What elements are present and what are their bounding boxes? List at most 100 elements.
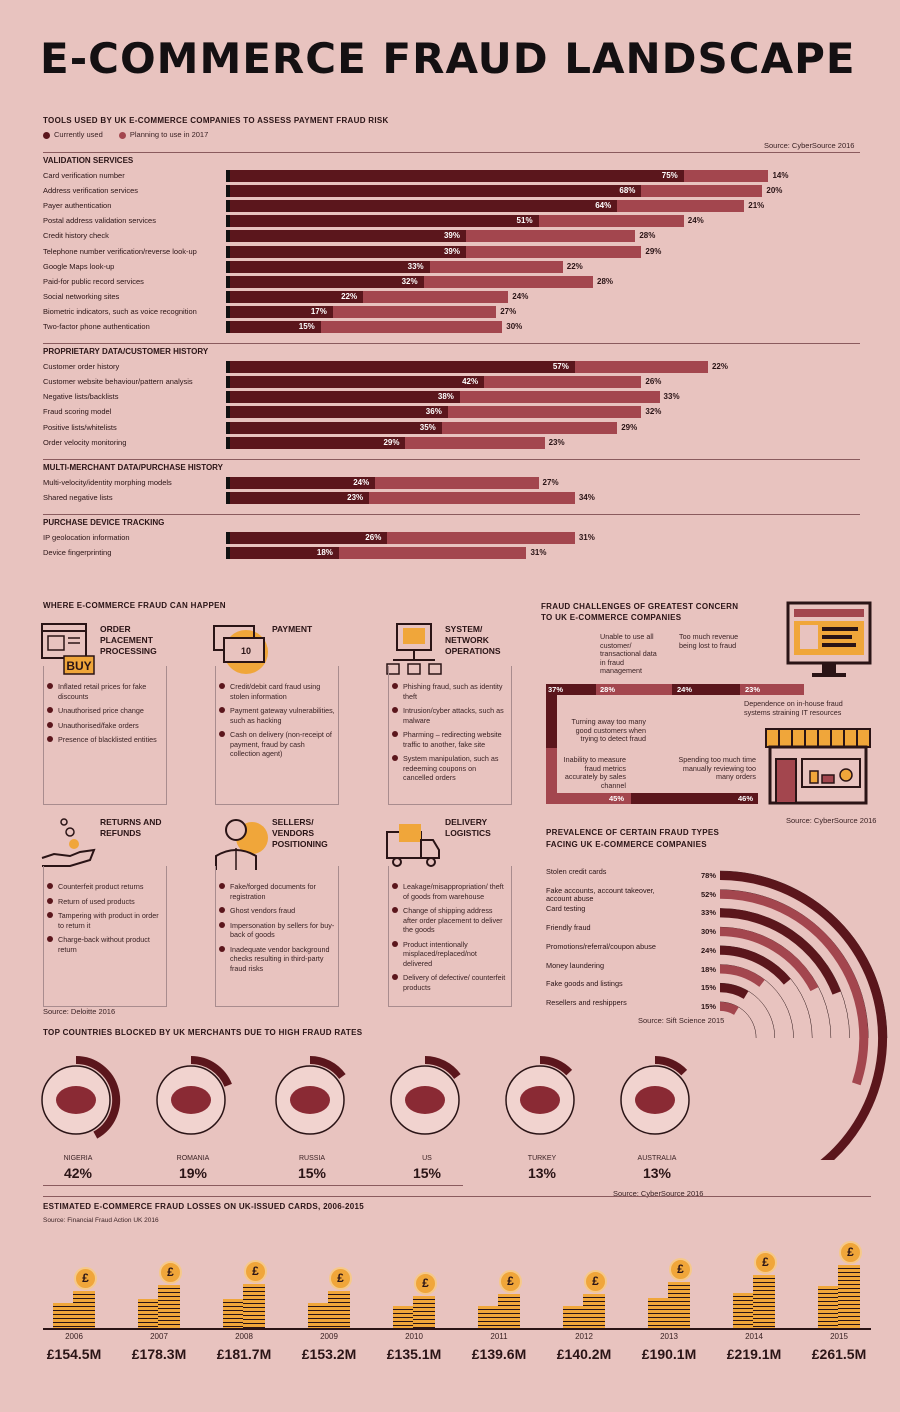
bar-planning bbox=[429, 260, 563, 273]
panel-list-item: Charge-back without product return bbox=[45, 935, 163, 954]
bullet-dot bbox=[392, 683, 398, 689]
country-share-arc bbox=[190, 1056, 232, 1087]
panel-item-text: Tampering with product in order to retur… bbox=[58, 911, 159, 930]
country-globe-turkey bbox=[505, 1055, 575, 1135]
panel-item-text: Change of shipping address after order p… bbox=[403, 906, 503, 934]
panel-item-text: Unauthorised/fake orders bbox=[58, 720, 139, 730]
panel-item-text: Payment gateway vulnerabilities, such as… bbox=[230, 706, 335, 725]
bar-planning-value: 23% bbox=[548, 437, 565, 447]
bar-current bbox=[230, 170, 684, 182]
bar-stub bbox=[226, 406, 230, 419]
pound-coin-icon: £ bbox=[244, 1260, 267, 1283]
bar-planning bbox=[465, 245, 642, 258]
prevalence-label: Friendly fraud bbox=[546, 923, 591, 933]
coin-stack-front bbox=[583, 1294, 605, 1328]
challenge-text: Dependence on in-house fraud systems str… bbox=[744, 699, 843, 717]
prevalence-source: Source: Sift Science 2015 bbox=[638, 1016, 725, 1025]
bar-planning bbox=[641, 185, 763, 198]
bullet-dot bbox=[219, 731, 225, 737]
country-name: AUSTRALIA bbox=[637, 1155, 677, 1162]
bar-current-value: 15% bbox=[298, 322, 315, 331]
panel-item-text: Delivery of defective/ counterfeit produ… bbox=[403, 973, 506, 992]
challenge-bar bbox=[740, 684, 804, 695]
bar-current-value: 39% bbox=[443, 246, 460, 256]
bar-current bbox=[230, 200, 618, 213]
bar-planning-value: 24% bbox=[512, 291, 529, 301]
bar-planning-value: 31% bbox=[578, 532, 595, 542]
prevalence-arc bbox=[719, 871, 888, 1160]
vendor-person-icon bbox=[215, 819, 268, 870]
bullet-dot bbox=[392, 707, 398, 713]
panel-box bbox=[388, 666, 512, 805]
coin-stack-front bbox=[243, 1284, 265, 1328]
panel-box bbox=[215, 666, 339, 805]
panel-list-item: Presence of blacklisted entities bbox=[45, 735, 163, 745]
year-label: 2014 bbox=[745, 1332, 763, 1341]
bar-stub bbox=[226, 305, 230, 318]
bar-planning bbox=[363, 290, 509, 303]
panel-item-text: Unauthorised price change bbox=[58, 706, 144, 715]
bar-stub bbox=[226, 200, 230, 213]
country-shape bbox=[56, 1086, 96, 1114]
panel-list: Phishing fraud, such as identity theft In… bbox=[390, 682, 508, 788]
bar-stub bbox=[226, 547, 230, 559]
panel-item-text: Return of used products bbox=[58, 896, 135, 906]
bar-stub bbox=[226, 215, 230, 228]
year-label: 2012 bbox=[575, 1332, 593, 1341]
coin-stack-back bbox=[393, 1306, 417, 1328]
tool-label: Order velocity monitoring bbox=[43, 437, 127, 447]
bar-current-value: 33% bbox=[407, 261, 424, 271]
challenge-bar bbox=[546, 748, 557, 804]
prevalence-value: 24% bbox=[701, 945, 717, 955]
bar-planning bbox=[574, 361, 708, 374]
bar-planning bbox=[447, 406, 642, 419]
challenge-bar bbox=[546, 684, 596, 695]
prevalence-value: 15% bbox=[701, 1001, 717, 1011]
bar-current-value: 64% bbox=[595, 201, 612, 211]
panel-list-item: Impersonation by sellers for buy-back of… bbox=[217, 921, 335, 940]
bar-current-value: 23% bbox=[347, 492, 364, 502]
country-name: RUSSIA bbox=[298, 1155, 326, 1162]
panel-list-item: Counterfeit product returns bbox=[45, 882, 163, 892]
loss-value: £140.2M bbox=[556, 1346, 612, 1362]
bar-planning-value: 29% bbox=[621, 422, 638, 432]
losses-source: Source: Financial Fraud Action UK 2016 bbox=[43, 1217, 159, 1224]
year-label: 2007 bbox=[150, 1332, 168, 1341]
bullet-dot bbox=[392, 755, 398, 761]
challenge-bar bbox=[546, 793, 631, 804]
panel-list-item: Unauthorised price change bbox=[45, 706, 163, 716]
country-value: 19% bbox=[178, 1165, 208, 1181]
country-shape bbox=[405, 1086, 445, 1114]
tool-label: Biometric indicators, such as voice reco… bbox=[43, 306, 197, 316]
losses-rule bbox=[43, 1196, 871, 1197]
tool-label: Payer authentication bbox=[43, 201, 112, 211]
tool-label: Fraud scoring model bbox=[43, 407, 112, 417]
bar-current bbox=[230, 245, 466, 258]
bar-stub bbox=[226, 421, 230, 434]
tool-label: Address verification services bbox=[43, 186, 139, 196]
tool-label: Postal address validation services bbox=[43, 216, 156, 226]
country-shape bbox=[290, 1086, 330, 1114]
bar-planning bbox=[484, 376, 642, 389]
bar-current bbox=[230, 230, 466, 243]
panel-title-0: ORDER PLACEMENT PROCESSING bbox=[100, 624, 157, 656]
bar-planning bbox=[369, 491, 575, 504]
prevalence-arc-chart bbox=[719, 870, 888, 1160]
year-label: 2008 bbox=[235, 1332, 253, 1341]
pound-coin-icon: £ bbox=[414, 1272, 437, 1295]
bar-planning-value: 24% bbox=[687, 216, 704, 226]
country-shape bbox=[520, 1086, 560, 1114]
bar-planning-value: 22% bbox=[711, 362, 728, 372]
bar-planning-value: 28% bbox=[597, 276, 614, 286]
panel-title-1: PAYMENT bbox=[272, 624, 313, 634]
coin-stack-front bbox=[158, 1285, 180, 1328]
panel-item-text: Counterfeit product returns bbox=[58, 882, 144, 891]
bar-stub bbox=[226, 476, 230, 489]
country-share-arc bbox=[309, 1055, 346, 1080]
challenge-bar bbox=[546, 684, 557, 748]
bar-current bbox=[230, 406, 448, 419]
bullet-dot bbox=[47, 936, 53, 942]
bar-planning-value: 21% bbox=[748, 201, 765, 211]
bar-stub bbox=[226, 361, 230, 374]
where-title: WHERE E-COMMERCE FRAUD CAN HAPPEN bbox=[43, 601, 226, 610]
